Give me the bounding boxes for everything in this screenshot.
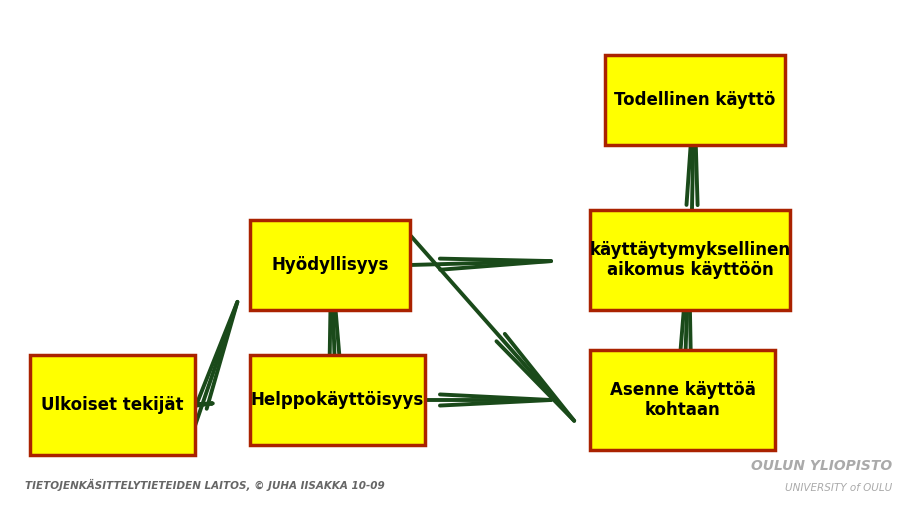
Text: UNIVERSITY of OULU: UNIVERSITY of OULU [785,483,892,493]
Text: käyttäytymyksellinen
aikomus käyttöön: käyttäytymyksellinen aikomus käyttöön [589,241,790,280]
Text: Asenne käyttöä
kohtaan: Asenne käyttöä kohtaan [609,381,755,420]
Text: Hyödyllisyys: Hyödyllisyys [271,256,389,274]
FancyBboxPatch shape [250,220,410,310]
FancyBboxPatch shape [605,55,785,145]
FancyBboxPatch shape [590,350,775,450]
Text: Ulkoiset tekijät: Ulkoiset tekijät [41,396,183,414]
FancyBboxPatch shape [250,355,425,445]
Text: Todellinen käyttö: Todellinen käyttö [614,91,775,109]
FancyBboxPatch shape [590,210,790,310]
Text: TIETOJENKÄSITTELYTIETEIDEN LAITOS, © JUHA IISAKKA 10-09: TIETOJENKÄSITTELYTIETEIDEN LAITOS, © JUH… [25,479,384,491]
Text: Helppokäyttöisyys: Helppokäyttöisyys [251,391,424,409]
Text: OULUN YLIOPISTO: OULUN YLIOPISTO [751,459,892,473]
FancyBboxPatch shape [30,355,195,455]
